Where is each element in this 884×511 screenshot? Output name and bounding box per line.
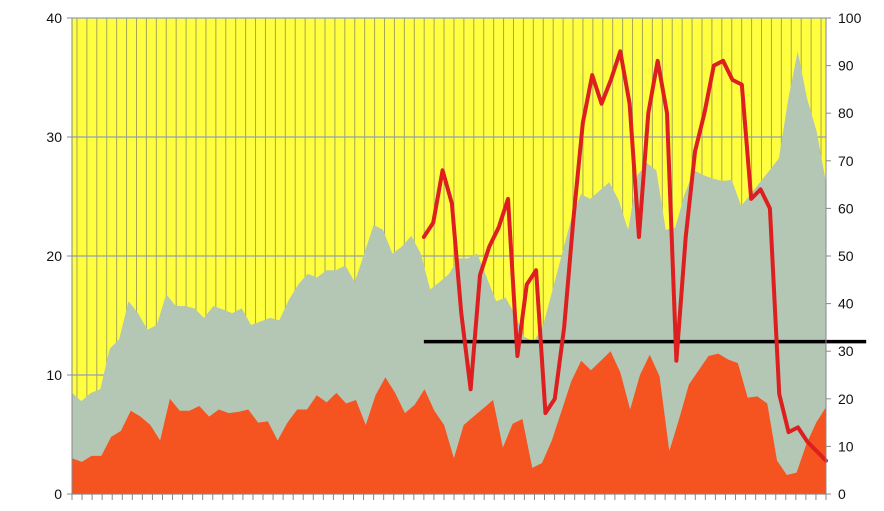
right-tick-label: 60 (838, 200, 854, 216)
right-tick-label: 80 (838, 105, 854, 121)
right-tick-label: 70 (838, 153, 854, 169)
area-series-upper (72, 51, 826, 494)
right-tick-label: 30 (838, 343, 854, 359)
left-tick-label: 40 (46, 10, 62, 26)
right-tick-label: 50 (838, 248, 854, 264)
left-tick-label: 10 (46, 367, 62, 383)
right-tick-label: 0 (838, 486, 846, 502)
right-tick-label: 90 (838, 58, 854, 74)
area-series-lower (72, 351, 826, 494)
left-tick-label: 20 (46, 248, 62, 264)
left-tick-label: 30 (46, 129, 62, 145)
right-tick-label: 40 (838, 296, 854, 312)
right-tick-label: 20 (838, 391, 854, 407)
left-tick-label: 0 (54, 486, 62, 502)
right-tick-label: 10 (838, 438, 854, 454)
line-series (421, 49, 828, 463)
right-tick-label: 100 (838, 10, 862, 26)
